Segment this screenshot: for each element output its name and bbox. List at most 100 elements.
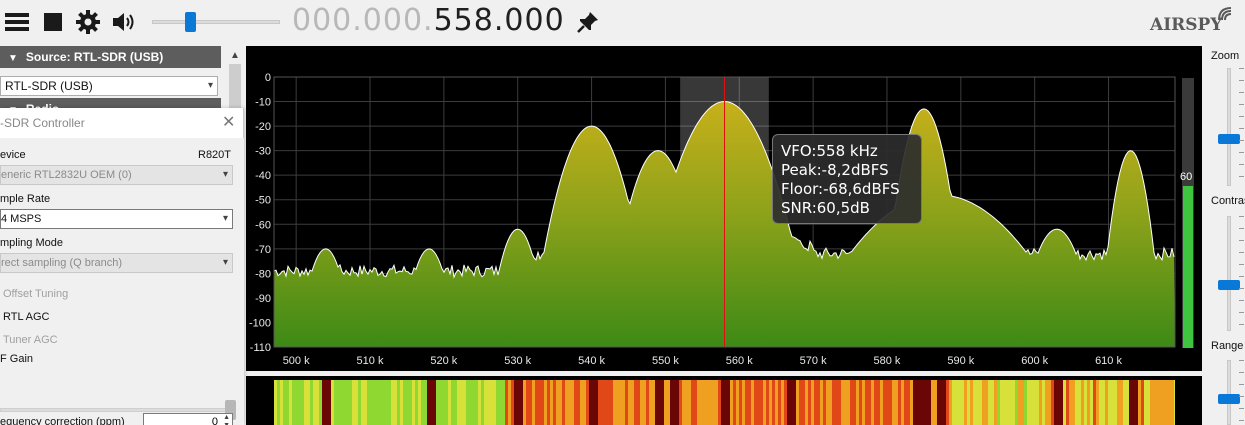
frequency-display[interactable]: 000.000.558.000 [292, 3, 565, 38]
close-icon[interactable]: ✕ [222, 114, 236, 131]
rtl-agc-checkbox[interactable]: RTL AGC [3, 311, 50, 323]
waterfall-column [511, 380, 514, 425]
waterfall-column [577, 380, 580, 425]
waterfall-column [940, 380, 943, 425]
rf-gain-slider-thumb[interactable] [225, 400, 236, 420]
slider-tick [1239, 228, 1244, 229]
signal-waves-icon [1218, 7, 1232, 21]
waterfall-column [547, 380, 550, 425]
waterfall-column [850, 380, 853, 425]
waterfall-column [436, 380, 439, 425]
volume-slider-thumb[interactable] [185, 12, 196, 32]
waterfall-column [871, 380, 874, 425]
source-select-value: RTL-SDR (USB) [5, 79, 93, 93]
waterfall-column [1066, 380, 1069, 425]
spectrum-analyzer[interactable]: 0 -10 -20 -30 -40 -50 -60 -70 -80 -90 -100 -110 500 … [246, 46, 1202, 371]
slider-tick [1239, 68, 1244, 69]
range-slider-track[interactable] [1227, 360, 1231, 425]
sample-rate-select-value: 4 MSPS [1, 213, 42, 225]
offset-tuning-checkbox[interactable]: Offset Tuning [3, 288, 69, 300]
waterfall-column [1141, 380, 1144, 425]
contrast-slider-track[interactable] [1227, 216, 1231, 331]
waterfall-column [340, 380, 343, 425]
waterfall-column [1021, 380, 1024, 425]
waterfall-display[interactable] [246, 376, 1202, 425]
volume-slider[interactable] [152, 12, 280, 32]
range-slider-thumb[interactable] [1218, 394, 1240, 404]
waterfall-column [760, 380, 763, 425]
gear-icon[interactable] [75, 9, 101, 35]
slider-tick [1239, 152, 1244, 153]
frequency-dim-digits[interactable]: 000.000. [292, 3, 434, 38]
waterfall-strip[interactable] [274, 380, 1175, 425]
contrast-slider-thumb[interactable] [1218, 280, 1240, 290]
scroll-up-icon[interactable]: ▲ [230, 50, 240, 61]
y-tick-label: -110 [250, 342, 271, 354]
stop-icon[interactable] [40, 9, 66, 35]
waterfall-column [613, 380, 616, 425]
waterfall-column [412, 380, 415, 425]
waterfall-column [643, 380, 646, 425]
x-tick-label: 540 k [578, 355, 605, 367]
waterfall-column [781, 380, 784, 425]
waterfall-column [904, 380, 907, 425]
waterfall-column [874, 380, 877, 425]
y-tick-label: -20 [255, 121, 271, 133]
waterfall-column [463, 380, 466, 425]
menu-icon[interactable] [4, 9, 30, 35]
waterfall-column [685, 380, 688, 425]
source-section-header[interactable]: ▼ Source: RTL-SDR (USB) [0, 46, 221, 68]
waterfall-column [640, 380, 643, 425]
waterfall-column [1138, 380, 1141, 425]
waterfall-column [1117, 380, 1120, 425]
waterfall-column [691, 380, 694, 425]
source-select[interactable]: RTL-SDR (USB) ▾ [0, 76, 218, 96]
waterfall-column [406, 380, 409, 425]
waterfall-column [880, 380, 883, 425]
frequency-correction-input[interactable]: 0 ▲▼ [143, 413, 233, 425]
waterfall-column [307, 380, 310, 425]
sampling-mode-select[interactable]: rect sampling (Q branch) ▾ [0, 253, 233, 273]
waterfall-column [532, 380, 535, 425]
waterfall-column [835, 380, 838, 425]
waterfall-column [847, 380, 850, 425]
waterfall-column [682, 380, 685, 425]
waterfall-column [1120, 380, 1123, 425]
dialog-title: -SDR Controller [0, 116, 85, 130]
x-tick-label: 580 k [874, 355, 901, 367]
waterfall-column [1081, 380, 1084, 425]
waterfall-column [859, 380, 862, 425]
pin-icon[interactable] [576, 10, 600, 34]
waterfall-column [1132, 380, 1135, 425]
waterfall-column [754, 380, 757, 425]
waterfall-column [595, 380, 598, 425]
waterfall-column [1093, 380, 1096, 425]
waterfall-column [661, 380, 664, 425]
spectrum-plot[interactable]: 0 -10 -20 -30 -40 -50 -60 -70 -80 -90 -100 -110 500 … [246, 46, 1202, 371]
waterfall-column [892, 380, 895, 425]
sample-rate-select[interactable]: 4 MSPS ▾ [0, 209, 233, 229]
rf-gain-slider[interactable] [0, 400, 236, 420]
spin-arrows-icon[interactable]: ▲▼ [223, 414, 230, 425]
tuner-agc-checkbox[interactable]: Tuner AGC [3, 334, 58, 346]
waterfall-column [538, 380, 541, 425]
waterfall-column [928, 380, 931, 425]
zoom-slider-track[interactable] [1227, 68, 1231, 186]
waterfall-column [619, 380, 622, 425]
slider-tick [1239, 384, 1244, 385]
waterfall-column [322, 380, 325, 425]
y-tick-label: 0 [265, 72, 271, 84]
waterfall-column [514, 380, 517, 425]
zoom-slider-thumb[interactable] [1218, 134, 1240, 144]
frequency-active-digits[interactable]: 558.000 [433, 3, 565, 38]
waterfall-column [1000, 380, 1003, 425]
waterfall-column [997, 380, 1000, 425]
waterfall-column [1051, 380, 1054, 425]
waterfall-column [319, 380, 322, 425]
device-select[interactable]: eneric RTL2832U OEM (0) ▾ [0, 165, 233, 185]
waterfall-column [778, 380, 781, 425]
waterfall-column [739, 380, 742, 425]
waterfall-column [1054, 380, 1057, 425]
waterfall-column [472, 380, 475, 425]
speaker-icon[interactable] [110, 9, 136, 35]
